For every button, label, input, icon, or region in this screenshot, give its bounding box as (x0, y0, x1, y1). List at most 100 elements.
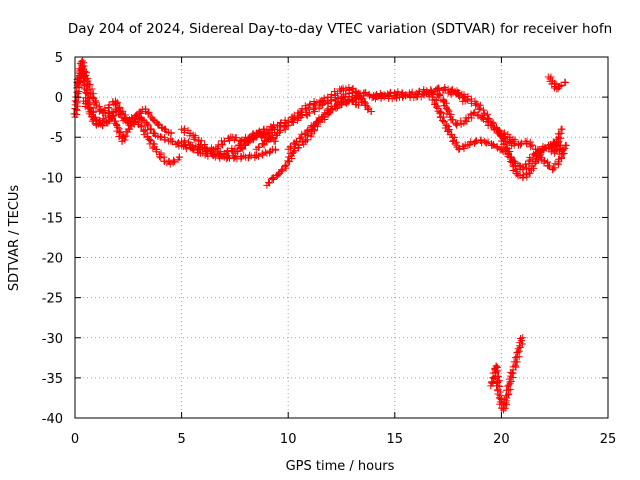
series-track-12 (444, 88, 566, 182)
data-point-sample (286, 143, 294, 151)
data-point-sample (438, 109, 446, 117)
data-point-sample (92, 116, 100, 124)
data-point-sample (267, 135, 275, 143)
x-tick-label: 10 (280, 432, 297, 447)
data-point-sample (281, 161, 289, 169)
data-point-sample (276, 126, 284, 134)
data-point (367, 108, 375, 116)
data-point-sample (492, 373, 500, 381)
data-point-sample (306, 100, 314, 108)
data-point-sample (508, 159, 516, 167)
data-point-sample (233, 148, 241, 156)
data-point-sample (195, 143, 203, 151)
x-tick-label: 25 (600, 432, 617, 447)
data-point-sample (210, 151, 218, 159)
data-point-sample (465, 141, 473, 149)
data-point-sample (115, 104, 123, 112)
data-point-sample (180, 129, 188, 137)
data-point-sample (130, 119, 138, 127)
data-point-sample (477, 136, 485, 144)
data-point-sample (438, 116, 446, 124)
data-point (154, 121, 162, 129)
axis-ticks: 0 5 10 15 20 25 5 0 -5 -10 -15 -20 -25 -30 -35 -40 (42, 51, 617, 447)
data-point-sample (137, 123, 145, 131)
data-point-sample (152, 148, 160, 156)
data-point (148, 113, 156, 121)
data-point-sample (182, 145, 190, 153)
data-point-sample (505, 381, 513, 389)
data-point (361, 89, 369, 97)
data-point-sample (493, 126, 501, 134)
data-point-sample (276, 122, 284, 130)
data-point-sample (521, 160, 529, 168)
data-point-sample (387, 88, 395, 96)
data-point-sample (284, 122, 292, 130)
data-point-sample (439, 98, 447, 106)
data-point-sample (245, 138, 253, 146)
data-point-sample (561, 144, 569, 152)
data-point-sample (306, 109, 314, 117)
data-point-sample (105, 101, 113, 109)
data-point-sample (144, 109, 152, 117)
chart-title: Day 204 of 2024, Sidereal Day-to-day VTE… (68, 21, 612, 37)
data-points-layer (70, 57, 570, 414)
plot-frame (74, 56, 609, 419)
data-point-sample (447, 90, 455, 98)
data-point (271, 137, 279, 145)
data-point-sample (90, 94, 98, 102)
data-point-sample (501, 140, 509, 148)
data-point-sample (549, 164, 557, 172)
data-point-sample (505, 375, 513, 383)
data-point-sample (206, 146, 214, 154)
data-point-sample (113, 100, 121, 108)
data-point-sample (355, 94, 363, 102)
data-point-sample (540, 159, 548, 167)
data-point-sample (220, 137, 228, 145)
data-point-sample (241, 141, 249, 149)
x-tick-label: 15 (387, 432, 404, 447)
data-point-sample (514, 345, 522, 353)
data-point-sample (414, 90, 422, 98)
data-point-sample (320, 112, 328, 120)
data-point (470, 109, 478, 117)
data-point-sample (85, 101, 93, 109)
data-point-sample (320, 98, 328, 106)
data-point-sample (100, 108, 108, 116)
data-point-sample (111, 107, 119, 115)
y-tick-label: -25 (42, 292, 63, 307)
data-point-sample (161, 136, 169, 144)
data-point-sample (268, 124, 276, 132)
data-point-sample (263, 126, 271, 134)
y-tick-label: 5 (55, 51, 63, 66)
data-point-sample (278, 166, 286, 174)
data-point-sample (327, 105, 335, 113)
data-point-sample (77, 75, 85, 83)
data-point-sample (552, 143, 560, 151)
data-point (472, 137, 480, 145)
data-point-sample (523, 140, 531, 148)
data-point-sample (489, 120, 497, 128)
data-point-sample (126, 117, 134, 125)
data-point-sample (85, 81, 93, 89)
data-point-sample (275, 128, 283, 136)
data-point-sample (432, 103, 440, 111)
grid-lines (75, 57, 608, 418)
data-point-sample (511, 362, 519, 370)
data-point-sample (511, 138, 519, 146)
series-track-15 (487, 334, 527, 414)
data-point-sample (435, 85, 443, 93)
y-tick-label: -20 (42, 252, 63, 267)
data-point-sample (480, 111, 488, 119)
data-point-sample (255, 152, 263, 160)
data-point-sample (454, 91, 462, 99)
data-point-sample (91, 97, 99, 105)
data-point (561, 79, 569, 87)
data-point-sample (344, 96, 352, 104)
data-point-sample (434, 84, 442, 92)
series-track-14 (544, 73, 569, 93)
data-point-sample (517, 141, 525, 149)
data-point (525, 157, 533, 165)
data-point-sample (255, 144, 263, 152)
data-point-sample (339, 84, 347, 92)
x-tick-label: 20 (493, 432, 510, 447)
